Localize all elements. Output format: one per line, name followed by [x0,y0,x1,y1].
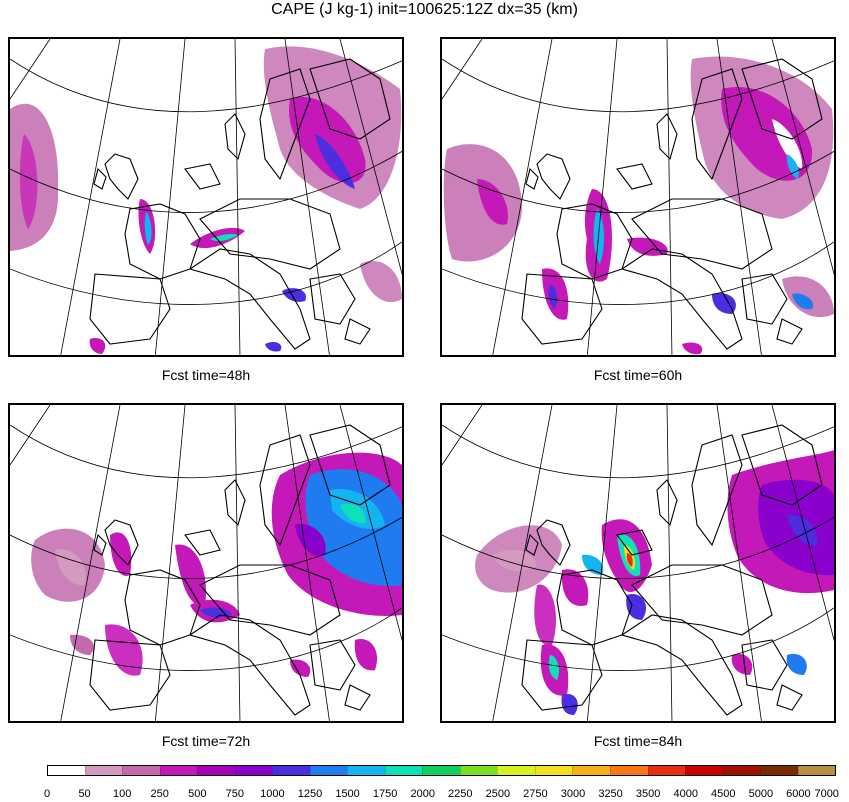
map-graticule [10,405,402,721]
colorbar-swatch [647,766,686,775]
map-graticule [10,39,402,355]
colorbar-swatch [309,766,348,775]
coastlines-borders [89,58,391,350]
colorbar-tick-label: 2250 [448,788,473,800]
colorbar-swatch [760,766,798,775]
map-48h-svg [10,39,402,355]
colorbar-swatch [272,766,310,775]
colorbar-tick-label: 6000 [786,788,811,800]
map-panel-84h [440,403,836,723]
coastlines-borders [521,58,823,350]
colorbar-swatch [572,766,610,775]
map-panel-60h [440,37,836,357]
colorbar-swatch [384,766,423,775]
coastlines-borders [521,424,823,716]
map-graticule [442,39,834,355]
colorbar-swatch [797,766,836,775]
colorbar-tick-label: 3500 [635,788,661,800]
colorbar-swatch [234,766,273,775]
cape-field [475,450,834,715]
cape-field [31,452,402,677]
colorbar-tick-label: 1750 [372,788,398,800]
colorbar-swatch [197,766,235,775]
panel-caption-72h: Fcst time=72h [161,733,251,749]
colorbar-tick-label: 1250 [297,788,323,800]
colorbar-tick-label: 7000 [814,788,839,800]
colorbar-swatch [609,766,648,775]
colorbar-tick-label: 2750 [523,788,548,800]
colorbar-tick-label: 0 [43,788,51,800]
colorbar-swatch [48,766,85,775]
map-panel-72h [8,403,404,723]
colorbar-swatch [122,766,160,775]
colorbar-tick-label: 4000 [673,788,698,800]
panel-caption-60h: Fcst time=60h [593,367,683,383]
map-84h-svg [442,405,834,721]
colorbar-tick-label: 500 [188,788,207,800]
colorbar-labels: 0 50 100 250 500 750 1000 1250 1500 1750 2000 2250 2… [43,788,839,802]
colorbar-swatch [722,766,761,775]
colorbar-tick-label: 2500 [485,788,511,800]
colorbar-tick-label: 2000 [410,788,435,800]
map-title: CAPE (J kg-1) init=100625:12Z dx=35 (km) [271,1,578,18]
colorbar-swatch [459,766,498,775]
colorbar-swatch [422,766,460,775]
colorbar-swatch [685,766,723,775]
colorbar-tick-label: 100 [112,788,132,800]
colorbar-swatch [159,766,198,775]
colorbar-tick-label: 750 [225,788,245,800]
colorbar-swatch [347,766,385,775]
cape-field [443,56,834,355]
colorbar-tick-label: 5000 [748,788,774,800]
map-panel-48h [8,37,404,357]
colorbar-swatch [497,766,535,775]
map-graticule [442,405,834,721]
colorbar-swatch [84,766,123,775]
colorbar [47,765,836,776]
panel-caption-84h: Fcst time=84h [593,733,683,749]
map-60h-svg [442,39,834,355]
map-72h-svg [10,405,402,721]
colorbar-tick-label: 1500 [335,788,360,800]
colorbar-tick-label: 3250 [598,788,623,800]
panel-caption-48h: Fcst time=48h [161,367,251,383]
colorbar-swatch [534,766,573,775]
colorbar-tick-label: 250 [150,788,169,800]
colorbar-tick-label: 3000 [560,788,586,800]
coastlines-borders [89,424,391,716]
colorbar-tick-label: 4500 [711,788,736,800]
colorbar-tick-label: 50 [78,788,91,800]
colorbar-tick-label: 1000 [260,788,285,800]
cape-field [10,46,402,354]
